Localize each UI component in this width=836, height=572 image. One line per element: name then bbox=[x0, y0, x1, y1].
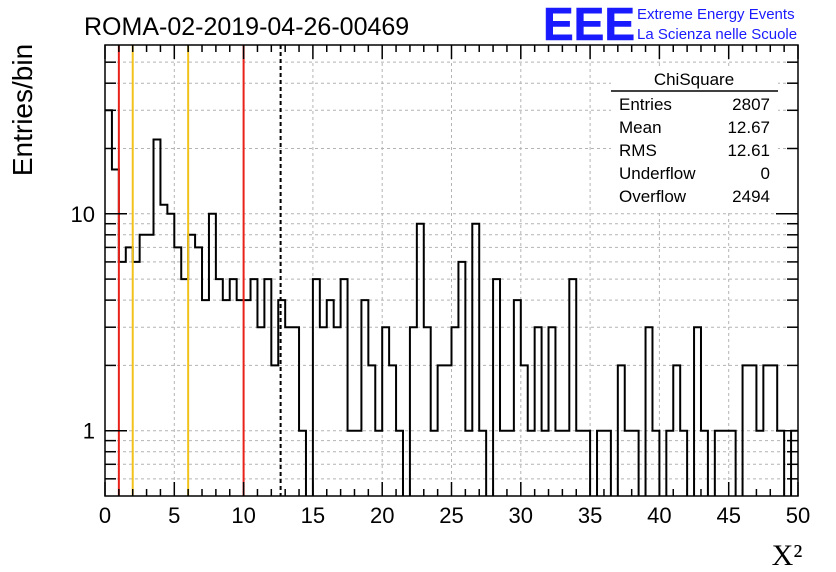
x-tick-label: 35 bbox=[578, 503, 602, 528]
stats-rms-value: 12.61 bbox=[727, 141, 770, 160]
logo-line-2: La Scienza nelle Scuole bbox=[637, 26, 797, 43]
x-tick-label: 30 bbox=[509, 503, 533, 528]
x-tick-label: 50 bbox=[786, 503, 810, 528]
x-tick-label: 5 bbox=[168, 503, 180, 528]
y-tick-label: 10 bbox=[71, 202, 95, 227]
y-axis-label: Entries/bin bbox=[7, 44, 38, 176]
y-tick-labels: 1 10 bbox=[71, 202, 95, 444]
x-tick-label: 10 bbox=[231, 503, 255, 528]
x-tick-labels: 0 5 10 15 20 25 30 35 40 45 50 bbox=[99, 503, 810, 528]
stats-underflow-value: 0 bbox=[761, 164, 770, 183]
stats-box: ChiSquare Entries 2807 Mean 12.67 RMS 12… bbox=[611, 66, 778, 211]
histogram-outline bbox=[105, 109, 798, 496]
stats-mean-label: Mean bbox=[619, 118, 662, 137]
axis-ticks bbox=[104, 45, 799, 496]
stats-entries-value: 2807 bbox=[732, 95, 770, 114]
stats-mean-value: 12.67 bbox=[727, 118, 770, 137]
logo-line-1: Extreme Energy Events bbox=[637, 6, 795, 23]
marker-lines bbox=[117, 45, 282, 496]
stats-rms-label: RMS bbox=[619, 141, 657, 160]
x-tick-label: 20 bbox=[370, 503, 394, 528]
y-tick-label: 1 bbox=[83, 419, 95, 444]
stats-box-background bbox=[611, 66, 778, 211]
stats-entries-label: Entries bbox=[619, 95, 672, 114]
stats-title: ChiSquare bbox=[654, 70, 734, 89]
x-tick-label: 15 bbox=[301, 503, 325, 528]
chart-title: ROMA-02-2019-04-26-00469 bbox=[84, 13, 409, 41]
histogram-series bbox=[105, 109, 798, 496]
eee-logo-mark: EEE bbox=[543, 0, 635, 50]
x-tick-label: 0 bbox=[99, 503, 111, 528]
eee-logo: EEE Extreme Energy Events La Scienza nel… bbox=[543, 0, 797, 50]
x-tick-label: 40 bbox=[647, 503, 671, 528]
x-tick-label: 45 bbox=[716, 503, 740, 528]
x-axis-label: X² bbox=[772, 539, 803, 572]
stats-underflow-label: Underflow bbox=[619, 164, 696, 183]
x-tick-label: 25 bbox=[439, 503, 463, 528]
stats-overflow-label: Overflow bbox=[619, 187, 687, 206]
stats-overflow-value: 2494 bbox=[732, 187, 770, 206]
